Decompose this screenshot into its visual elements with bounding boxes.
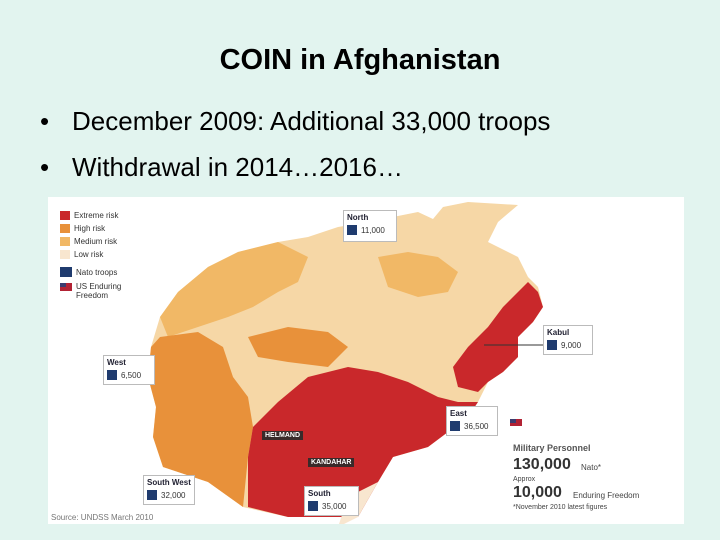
legend-label: Extreme risk — [74, 211, 119, 220]
summary-count: 130,000 — [513, 456, 571, 473]
region-troops: 36,500 — [464, 422, 489, 431]
region-troops: 6,500 — [121, 371, 142, 380]
region-troops: 32,000 — [161, 491, 186, 500]
legend-swatch — [60, 224, 70, 233]
region-name: East — [450, 409, 467, 418]
region-name: South West — [147, 478, 191, 487]
legend-icon — [60, 283, 66, 287]
high-risk — [148, 332, 253, 507]
region-box: Kabul 9,000 — [543, 325, 593, 355]
extreme-risk — [248, 367, 478, 517]
region-box: South West 32,000 — [143, 475, 195, 505]
medium-risk — [378, 252, 458, 297]
region-troops: 11,000 — [361, 226, 385, 235]
region-box: East 36,500 — [446, 406, 498, 436]
legend-swatch — [60, 250, 70, 259]
legend-label: Low risk — [74, 250, 104, 259]
legend-label: US Enduring Freedom — [76, 282, 122, 300]
summary-count: 10,000 — [513, 484, 562, 501]
region-name: Kabul — [547, 328, 570, 337]
summary-approx: Approx — [513, 476, 536, 483]
region-troops: 9,000 — [561, 341, 582, 350]
map-drawing — [60, 202, 544, 524]
legend-icon — [60, 267, 72, 277]
region-name: South — [308, 489, 331, 498]
bullet-text: Withdrawal in 2014…2016… — [72, 152, 403, 182]
region-box: North 11,000 — [343, 210, 397, 242]
source: Source: UNDSS March 2010 — [51, 513, 154, 522]
legend-label: High risk — [74, 224, 106, 233]
summary-label: Nato* — [581, 463, 602, 472]
bullet: December 2009: Additional 33,000 troops — [40, 106, 551, 137]
bullet: Withdrawal in 2014…2016… — [40, 152, 403, 183]
legend-swatch — [60, 211, 70, 220]
flag-icon — [510, 419, 516, 423]
extreme-risk — [453, 282, 543, 392]
summary-label: Enduring Freedom — [573, 491, 640, 500]
summary-title: Military Personnel — [513, 443, 591, 453]
legend-label: Medium risk — [74, 237, 118, 246]
province-label: KANDAHAR — [308, 458, 355, 467]
legend-label: Nato troops — [76, 268, 118, 277]
region-troops: 35,000 — [322, 502, 347, 511]
map: Extreme risk High risk Medium risk Low r… — [48, 197, 684, 524]
region-name: North — [347, 213, 369, 222]
region-box: West 6,500 — [103, 355, 155, 385]
region-name: West — [107, 358, 126, 367]
slide-title: COIN in Afghanistan — [219, 44, 501, 76]
medium-risk — [160, 242, 308, 337]
legend-swatch — [60, 237, 70, 246]
bullet-text: December 2009: Additional 33,000 troops — [72, 106, 551, 136]
region-box: South 35,000 — [304, 486, 359, 516]
summary-note: *November 2010 latest figures — [513, 504, 608, 511]
province-label: HELMAND — [262, 431, 303, 440]
high-risk — [248, 327, 348, 367]
